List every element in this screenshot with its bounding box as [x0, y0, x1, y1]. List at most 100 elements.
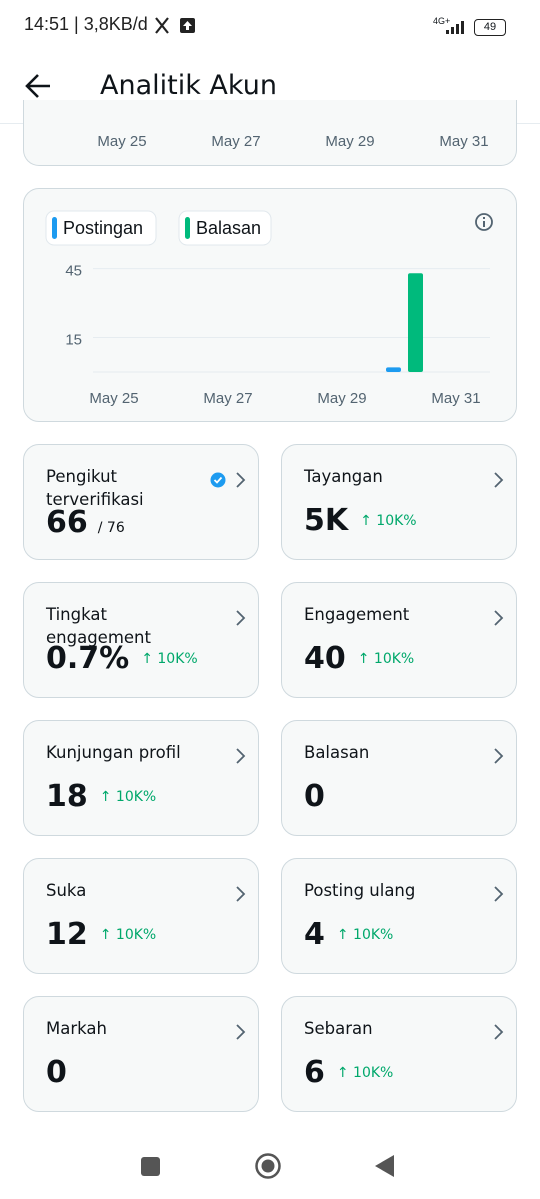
- metric-number: 5K: [304, 503, 349, 538]
- chevron-path: [494, 1024, 504, 1040]
- metric-card[interactable]: Engagement 40 ↑ 10K%: [281, 582, 517, 698]
- x-tick-label: May 31: [431, 390, 480, 407]
- chevron: [494, 610, 504, 626]
- metric-value: 40 ↑ 10K%: [304, 641, 414, 676]
- y-tick-label: 15: [65, 332, 82, 349]
- x-tick-label: May 27: [203, 390, 252, 407]
- chevron-path: [236, 610, 246, 626]
- bar: [386, 367, 401, 372]
- status-icons: [155, 17, 195, 34]
- x-tick-label: May 31: [439, 133, 489, 150]
- metric-title: Tayangan: [304, 467, 383, 486]
- chevron-path: [236, 748, 246, 764]
- chevron-path: [494, 472, 504, 488]
- nav-bar: [141, 1153, 394, 1179]
- nav-recent[interactable]: [141, 1157, 160, 1176]
- metric-title: Suka: [46, 881, 87, 900]
- metric-value: 6 ↑ 10K%: [304, 1055, 393, 1090]
- chevron-path: [236, 1024, 246, 1040]
- metric-title: Markah: [46, 1019, 107, 1038]
- info-icon-dot: [483, 221, 485, 227]
- chevron: [494, 886, 504, 902]
- chevron: [236, 886, 246, 902]
- network-type: 4G+: [433, 16, 451, 26]
- metric-title: Posting ulang: [304, 881, 416, 900]
- nav-back[interactable]: [375, 1155, 394, 1177]
- chevron: [236, 748, 246, 764]
- legend-label: Balasan: [196, 218, 261, 238]
- metric-value: 0: [46, 1055, 67, 1090]
- metric-number: 66: [46, 505, 88, 540]
- metric-value: 12 ↑ 10K%: [46, 917, 156, 952]
- metric-change: ↑ 10K%: [336, 1065, 394, 1081]
- x-tick-label: May 29: [317, 390, 366, 407]
- nav-home[interactable]: [255, 1153, 281, 1179]
- metric-title: Pengikut terverifikasi: [46, 467, 144, 509]
- metric-number: 4: [304, 917, 325, 952]
- chevron-path: [236, 472, 246, 488]
- legend-chip: [45, 210, 157, 246]
- chevron: [236, 610, 246, 626]
- y-tick-label: 45: [65, 263, 82, 280]
- chevron: [494, 472, 504, 488]
- metric-title: Kunjungan profil: [46, 743, 181, 762]
- metric-number: 0.7%: [46, 641, 130, 676]
- metric-number: 0: [46, 1055, 67, 1090]
- info-icon-dot: [483, 217, 485, 219]
- metric-value: 0: [304, 779, 325, 814]
- legend-label: Postingan: [63, 218, 143, 238]
- metric-card[interactable]: Kunjungan profil 18 ↑ 10K%: [23, 720, 259, 836]
- metric-number: 40: [304, 641, 346, 676]
- upload-arrow: [183, 21, 192, 30]
- chevron: [494, 748, 504, 764]
- chevron: [236, 472, 246, 488]
- status-time: 14:51 | 3,8KB/d: [24, 14, 148, 34]
- metric-total: / 76: [97, 520, 125, 536]
- legend-chip: [178, 210, 272, 246]
- metric-value: 66 / 76: [46, 505, 125, 540]
- x-icon: [155, 17, 169, 34]
- chevron-path: [236, 886, 246, 902]
- x-tick-label: May 29: [325, 133, 375, 150]
- chevron: [236, 1024, 246, 1040]
- back-button[interactable]: [24, 72, 54, 100]
- legend-swatch: [185, 217, 190, 239]
- metric-title: Balasan: [304, 743, 370, 762]
- badge-circle: [210, 472, 226, 488]
- metric-number: 6: [304, 1055, 325, 1090]
- chevron: [494, 1024, 504, 1040]
- top-chart-card: [23, 100, 517, 166]
- metric-card[interactable]: Tingkat engagement 0.7% ↑ 10K%: [23, 582, 259, 698]
- metric-change: ↑ 10K%: [99, 789, 157, 805]
- x-tick-label: May 25: [89, 390, 138, 407]
- metric-card[interactable]: Sebaran 6 ↑ 10K%: [281, 996, 517, 1112]
- metric-card[interactable]: Suka 12 ↑ 10K%: [23, 858, 259, 974]
- badge-check: [213, 476, 223, 484]
- metric-title: Tingkat engagement: [46, 605, 151, 647]
- metric-value: 18 ↑ 10K%: [46, 779, 156, 814]
- bar: [408, 273, 423, 372]
- battery: 49: [474, 19, 506, 36]
- metric-card[interactable]: Markah 0: [23, 996, 259, 1112]
- metric-card[interactable]: Balasan 0: [281, 720, 517, 836]
- signal-icon: [446, 21, 464, 34]
- metric-card[interactable]: Tayangan 5K ↑ 10K%: [281, 444, 517, 560]
- metric-number: 12: [46, 917, 88, 952]
- chevron-path: [494, 748, 504, 764]
- metric-number: 0: [304, 779, 325, 814]
- header-title: Analitik Akun: [100, 70, 277, 101]
- verified-badge: [210, 472, 226, 488]
- metric-change: ↑ 10K%: [336, 927, 394, 943]
- metric-card[interactable]: Pengikut terverifikasi 66 / 76: [23, 444, 259, 560]
- chevron-path: [494, 886, 504, 902]
- metric-value: 5K ↑ 10K%: [304, 503, 417, 538]
- chart: Postingan Balasan 15 45 May 25 May 27 May 29 Ma…: [45, 210, 493, 407]
- x-tick-label: May 25: [97, 133, 147, 150]
- metric-change: ↑ 10K%: [360, 513, 417, 529]
- metric-change: ↑ 10K%: [141, 651, 198, 667]
- metric-number: 18: [46, 779, 88, 814]
- chevron-path: [494, 610, 504, 626]
- metric-card[interactable]: Posting ulang 4 ↑ 10K%: [281, 858, 517, 974]
